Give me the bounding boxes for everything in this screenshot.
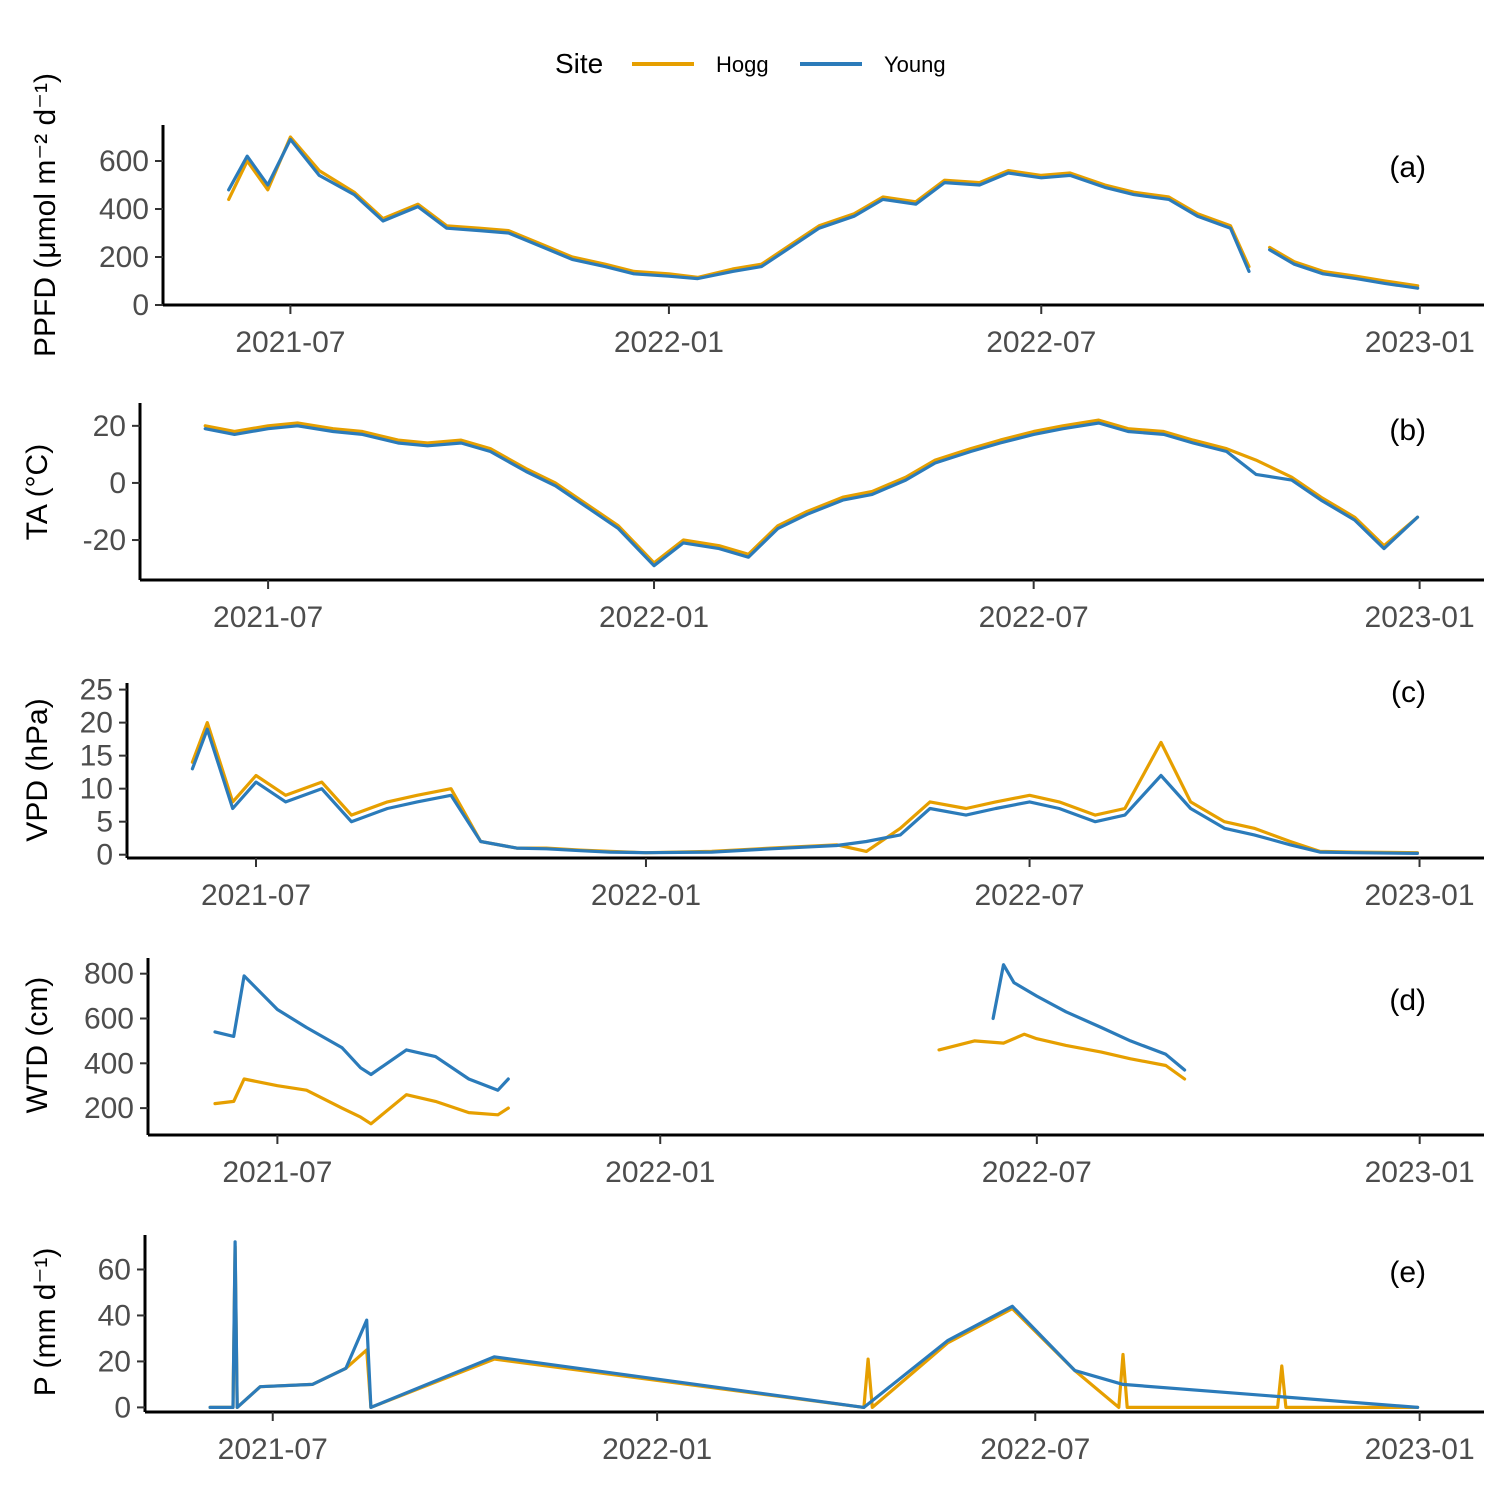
x-tick-label: 2021-07 xyxy=(218,1433,328,1466)
x-tick-label: 2023-01 xyxy=(1365,601,1475,634)
x-tick-label: 2021-07 xyxy=(235,326,345,359)
y-tick-label: 25 xyxy=(80,674,113,707)
y-tick-label: 0 xyxy=(96,839,113,872)
x-tick-label: 2023-01 xyxy=(1365,326,1475,359)
legend-title: Site xyxy=(555,48,603,79)
x-tick-label: 2023-01 xyxy=(1365,1156,1475,1189)
panel-d-marks: 200 400 600 800 2021-07 2022-01 2022-07 2023-01 xyxy=(84,958,1484,1189)
legend-label-young: Young xyxy=(884,52,946,77)
y-tick-label: 5 xyxy=(96,806,113,839)
panel-a-tag: (a) xyxy=(1389,151,1426,184)
y-tick-label: 0 xyxy=(114,1391,131,1424)
y-tick-label: 20 xyxy=(80,707,113,740)
panel-b: -20 0 20 2021-07 2022-01 2022-07 2023-01 TA (°… xyxy=(21,403,1484,634)
panel-c-ylabel: VPD (hPa) xyxy=(21,698,54,841)
series-line-young xyxy=(203,421,1420,568)
y-tick-label: -20 xyxy=(83,524,126,557)
panel-a: 0 200 400 600 2021-07 2022-01 2022-07 2023-01 P… xyxy=(29,73,1484,359)
y-tick-label: 200 xyxy=(84,1092,134,1125)
y-tick-label: 600 xyxy=(84,1002,134,1035)
panel-e-marks: 0 20 40 60 2021-07 2022-01 2022-07 2023-01 xyxy=(98,1235,1484,1466)
x-tick-label: 2022-07 xyxy=(979,601,1089,634)
series-line-hogg xyxy=(227,135,1420,288)
x-tick-label: 2022-01 xyxy=(599,601,709,634)
y-tick-label: 15 xyxy=(80,740,113,773)
legend: Site Hogg Young xyxy=(555,48,946,79)
panel-d-tag: (d) xyxy=(1389,984,1426,1017)
panel-c-tag: (c) xyxy=(1391,676,1426,709)
x-tick-label: 2022-01 xyxy=(591,879,701,912)
y-tick-label: 60 xyxy=(98,1253,131,1286)
panel-a-ylabel: PPFD (μmol m⁻² d⁻¹) xyxy=(29,73,62,357)
series-line-young xyxy=(190,727,1419,855)
x-tick-label: 2023-01 xyxy=(1364,879,1474,912)
x-tick-label: 2023-01 xyxy=(1365,1433,1475,1466)
panel-d-ylabel: WTD (cm) xyxy=(21,977,54,1114)
series-line-young xyxy=(213,963,1187,1092)
x-tick-label: 2022-07 xyxy=(986,326,1096,359)
y-tick-label: 40 xyxy=(98,1299,131,1332)
x-tick-label: 2021-07 xyxy=(201,879,311,912)
panel-b-ylabel: TA (°C) xyxy=(21,444,54,540)
x-tick-label: 2022-01 xyxy=(605,1156,715,1189)
y-tick-label: 10 xyxy=(80,773,113,806)
panel-d: 200 400 600 800 2021-07 2022-01 2022-07 2023-01… xyxy=(21,958,1484,1189)
panel-e: 0 20 40 60 2021-07 2022-01 2022-07 2023-01 P (m… xyxy=(29,1235,1484,1466)
y-tick-label: 20 xyxy=(98,1345,131,1378)
series-line-hogg xyxy=(208,1244,1420,1409)
series-line-young xyxy=(208,1240,1420,1409)
series-line-hogg xyxy=(203,418,1420,565)
y-tick-label: 0 xyxy=(132,289,149,322)
x-tick-label: 2022-07 xyxy=(975,879,1085,912)
x-tick-label: 2021-07 xyxy=(213,601,323,634)
x-tick-label: 2022-01 xyxy=(602,1433,712,1466)
series-line-young xyxy=(227,137,1420,290)
y-tick-label: 400 xyxy=(99,193,149,226)
x-tick-label: 2021-07 xyxy=(222,1156,332,1189)
y-tick-label: 600 xyxy=(99,145,149,178)
legend-label-hogg: Hogg xyxy=(716,52,769,77)
y-tick-label: 200 xyxy=(99,241,149,274)
series-line-hogg xyxy=(190,721,1419,855)
x-tick-label: 2022-07 xyxy=(980,1433,1090,1466)
panel-e-ylabel: P (mm d⁻¹) xyxy=(29,1248,62,1397)
x-tick-label: 2022-01 xyxy=(614,326,724,359)
panel-b-marks: -20 0 20 2021-07 2022-01 2022-07 2023-01 xyxy=(83,403,1484,634)
y-tick-label: 400 xyxy=(84,1047,134,1080)
panel-a-marks: 0 200 400 600 2021-07 2022-01 2022-07 2023-01 xyxy=(99,125,1484,359)
panel-b-tag: (b) xyxy=(1389,414,1426,447)
series-line-hogg xyxy=(213,1032,1187,1126)
y-tick-label: 800 xyxy=(84,958,134,991)
panel-e-tag: (e) xyxy=(1389,1256,1426,1289)
x-tick-label: 2022-07 xyxy=(982,1156,1092,1189)
y-tick-label: 20 xyxy=(93,410,126,443)
y-tick-label: 0 xyxy=(109,467,126,500)
